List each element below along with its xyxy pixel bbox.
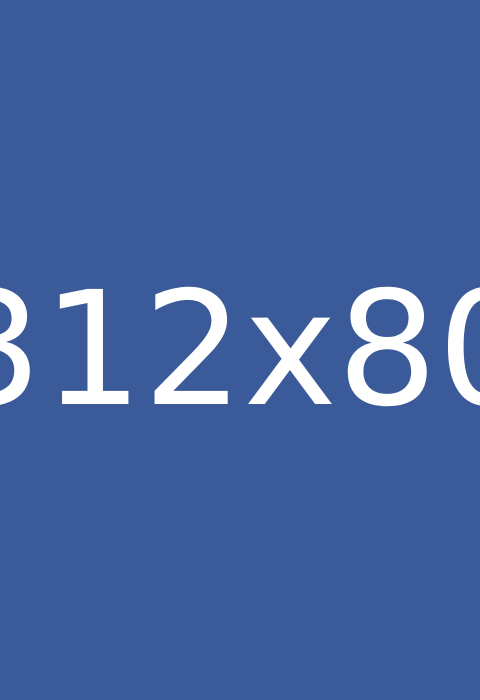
- placeholder-dimensions-label: 312x80: [0, 258, 480, 442]
